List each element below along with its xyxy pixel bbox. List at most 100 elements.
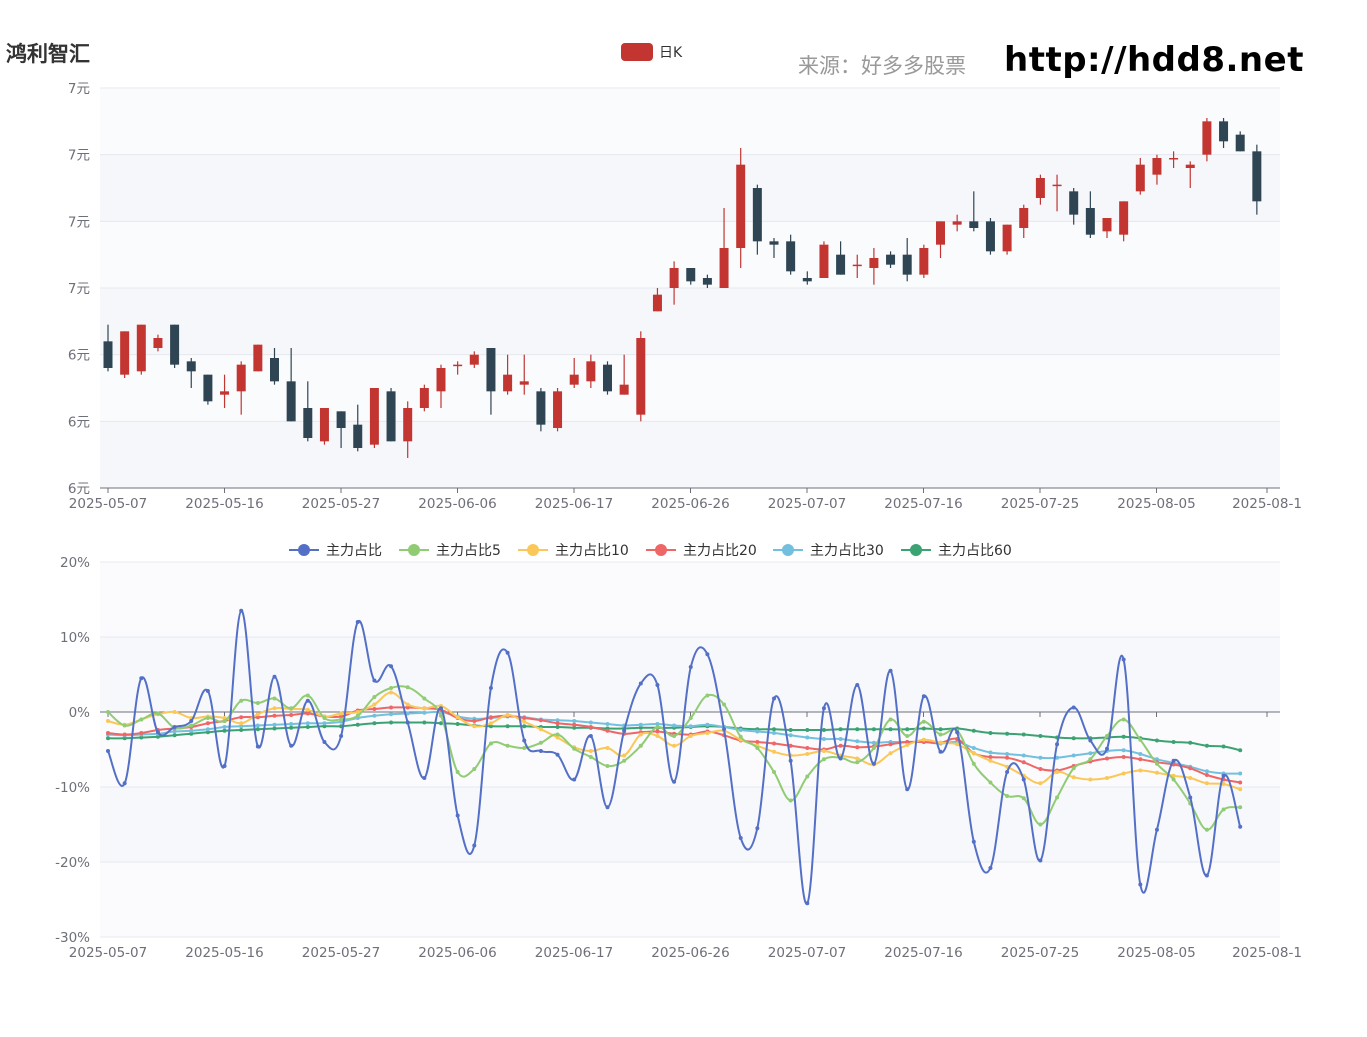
series-point (1088, 751, 1093, 756)
ratio-x-tick-label: 2025-08-1 (1232, 945, 1302, 961)
candle-body (1185, 164, 1195, 168)
series-point (722, 702, 727, 707)
series-point (655, 722, 660, 726)
series-point (855, 739, 860, 744)
series-point (871, 727, 876, 732)
series-point (322, 721, 327, 726)
series-point (738, 734, 743, 739)
series-point (255, 715, 260, 720)
source-label: 来源：好多多股票 (798, 54, 966, 78)
ratio-x-tick-label: 2025-06-26 (651, 945, 729, 961)
series-point (655, 729, 660, 734)
series-point (1021, 796, 1026, 801)
series-point (272, 713, 277, 718)
series-point (971, 746, 976, 750)
ratio-x-tick-label: 2025-06-06 (418, 945, 496, 961)
series-point (905, 734, 910, 738)
kline-bg-band (100, 154, 1280, 222)
legend-label-daily-k: 日K (659, 45, 683, 61)
series-point (538, 740, 543, 745)
series-point (821, 706, 826, 711)
series-point (422, 710, 427, 715)
kline-bg-band (100, 288, 1280, 355)
candle-body (869, 258, 879, 268)
series-point (1221, 807, 1226, 812)
series-point (555, 718, 560, 723)
series-point (239, 698, 244, 703)
series-point (971, 728, 976, 733)
series-point (838, 737, 843, 741)
series-point (1105, 776, 1109, 780)
series-point (389, 690, 394, 695)
series-point (1005, 794, 1010, 798)
series-point (1171, 740, 1176, 744)
candle-body (1069, 191, 1079, 215)
series-point (106, 749, 110, 753)
series-point (538, 749, 543, 753)
ratio-y-tick-label: 10% (60, 630, 90, 646)
site-url[interactable]: http://hdd8.net (1004, 40, 1304, 80)
series-point (1038, 734, 1043, 738)
series-point (322, 724, 327, 729)
series-point (1105, 746, 1109, 751)
series-point (272, 674, 277, 679)
series-point (805, 746, 810, 750)
candle-body (170, 324, 180, 365)
candle-body (353, 424, 363, 448)
series-point (1121, 748, 1126, 753)
kline-x-tick-label: 2025-05-07 (69, 496, 147, 512)
series-point (172, 710, 177, 714)
series-point (1121, 717, 1126, 722)
series-point (172, 733, 177, 738)
series-point (805, 774, 810, 779)
series-point (1121, 657, 1126, 662)
series-point (1221, 744, 1226, 749)
candle-body (603, 364, 612, 392)
series-point (488, 715, 493, 720)
candle-body (886, 254, 896, 265)
series-point (788, 733, 793, 738)
candle-body (1002, 224, 1012, 252)
series-point (205, 727, 210, 732)
series-point (1055, 742, 1060, 747)
series-point (155, 730, 160, 735)
candle-body (386, 391, 396, 442)
series-point (355, 722, 360, 727)
series-point (405, 685, 410, 690)
series-point (255, 744, 260, 749)
series-point (1071, 736, 1076, 741)
series-point (672, 779, 677, 784)
series-point (988, 750, 993, 755)
series-point (305, 721, 310, 726)
series-point (1238, 824, 1243, 829)
series-point (305, 707, 310, 712)
series-point (805, 728, 810, 732)
series-point (472, 843, 477, 848)
series-point (805, 735, 810, 740)
series-point (1154, 827, 1159, 832)
series-point (1021, 760, 1026, 765)
series-point (855, 727, 860, 732)
series-point (588, 725, 593, 729)
series-point (538, 718, 543, 723)
series-point (205, 689, 210, 693)
series-point (372, 702, 377, 707)
series-point (472, 719, 477, 723)
series-point (355, 620, 360, 624)
series-point (788, 743, 793, 748)
series-point (239, 715, 244, 720)
series-point (888, 717, 893, 722)
candle-body (486, 348, 496, 392)
series-point (971, 761, 976, 766)
series-point (921, 719, 926, 724)
candle-body (836, 254, 846, 275)
ratio-y-tick-label: -20% (55, 855, 90, 871)
series-point (455, 770, 460, 774)
series-point (938, 727, 943, 732)
series-point (722, 727, 727, 732)
candle-body (136, 324, 146, 372)
series-point (372, 713, 377, 718)
series-point (439, 706, 443, 711)
candle-body (902, 254, 912, 275)
series-point (955, 742, 960, 747)
